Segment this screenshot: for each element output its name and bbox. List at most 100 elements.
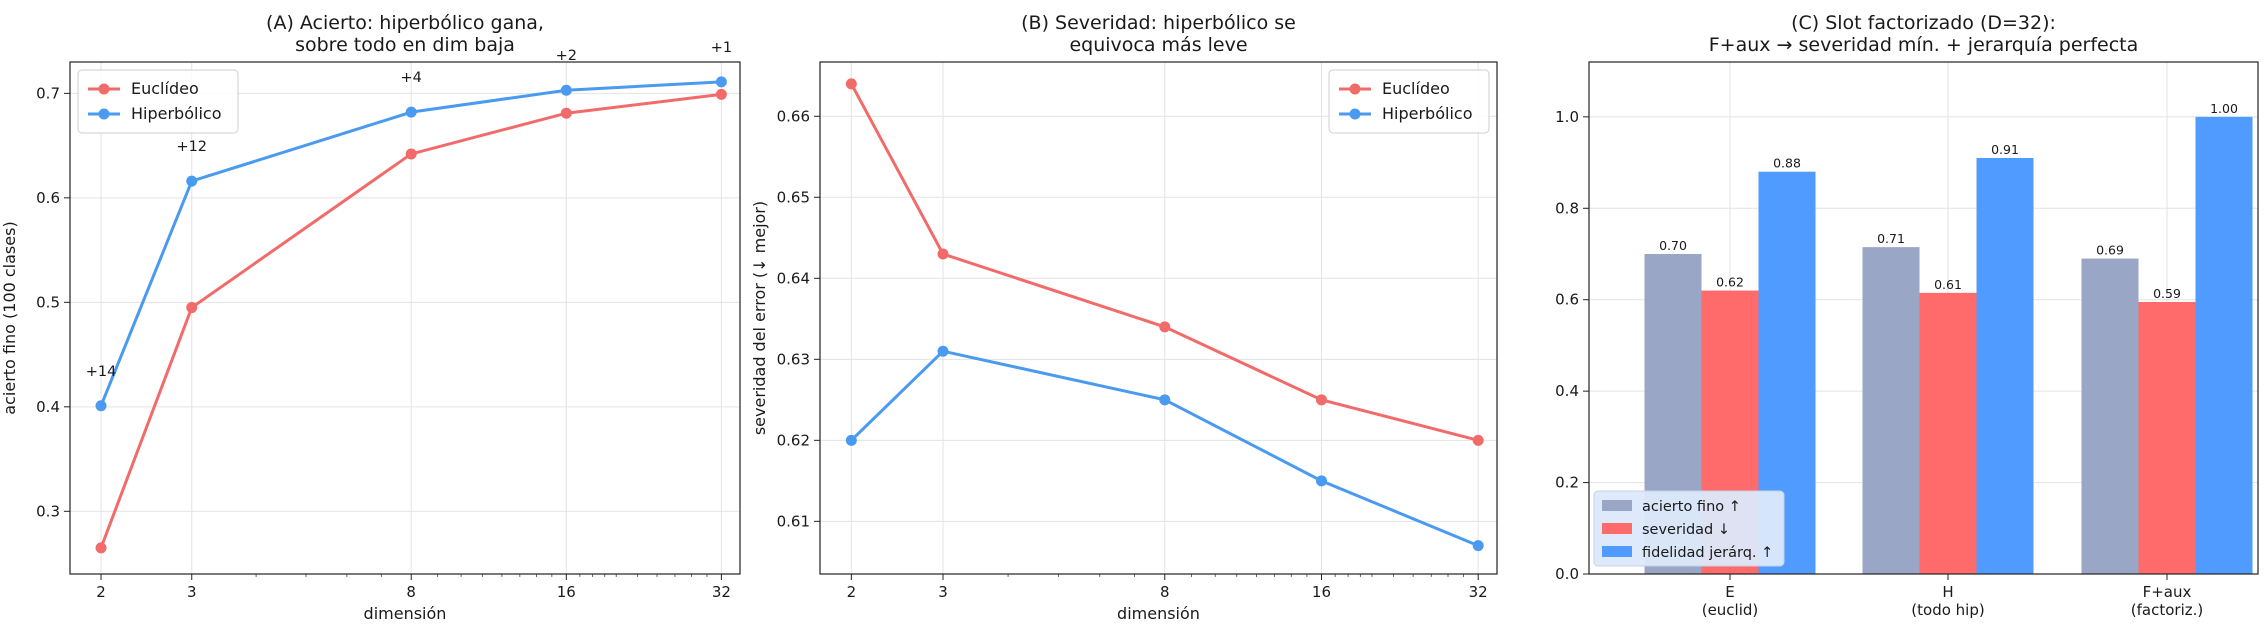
legend-label: Euclídeo — [131, 79, 199, 98]
y-tick-label: 0.2 — [1555, 474, 1579, 492]
y-tick-label: 0.66 — [777, 107, 810, 125]
gain-annotation: +4 — [401, 70, 422, 86]
legend-swatch — [1602, 500, 1632, 511]
x-tick-label: 16 — [557, 583, 576, 601]
y-axis-label: severidad del error (↓ mejor) — [750, 201, 769, 435]
legend-marker — [1349, 108, 1361, 120]
y-tick-label: 0.65 — [777, 188, 810, 206]
data-point — [845, 78, 857, 90]
legend-marker — [98, 83, 110, 95]
y-tick-label: 1.0 — [1555, 108, 1579, 126]
bar — [1976, 158, 2034, 574]
plot-frame-1 — [819, 61, 1498, 575]
bar-value-label: 0.88 — [1773, 156, 1801, 171]
gain-annotation: +14 — [86, 364, 117, 380]
bar-value-label: 0.91 — [1991, 142, 2019, 157]
legend-box — [77, 69, 239, 134]
legend-label: fidelidad jerárq. ↑ — [1642, 545, 1773, 561]
data-point — [95, 542, 107, 554]
data-point — [937, 345, 949, 357]
legend-marker — [98, 108, 110, 120]
data-point — [1159, 321, 1171, 333]
y-tick-label: 0.6 — [36, 189, 60, 207]
legend-swatch — [1602, 546, 1632, 557]
plot-frame-2 — [1588, 61, 2259, 575]
y-tick-label: 0.62 — [777, 431, 810, 449]
data-point — [186, 175, 198, 187]
y-tick-label: 0.4 — [36, 398, 60, 416]
gain-annotation: +1 — [711, 40, 732, 56]
y-axis-label: acierto fino (100 clases) — [0, 221, 19, 414]
y-tick-label: 0.8 — [1555, 199, 1579, 217]
bar-value-label: 0.71 — [1877, 231, 1905, 246]
bar — [2081, 258, 2139, 574]
x-tick-label: 8 — [406, 583, 416, 601]
y-tick-label: 0.63 — [777, 350, 810, 368]
bar-value-label: 0.59 — [2153, 286, 2181, 301]
data-point — [1315, 394, 1327, 406]
y-tick-label: 0.64 — [777, 269, 810, 287]
x-tick-label: (factoriz.) — [2131, 601, 2203, 619]
chart-title-1-line-1: equivoca más leve — [1069, 34, 1247, 56]
data-point — [560, 107, 572, 119]
x-tick-label: 2 — [847, 583, 857, 601]
data-point — [1315, 475, 1327, 487]
data-point — [937, 248, 949, 260]
chart-title-0-line-1: sobre todo en dim baja — [295, 34, 515, 56]
chart-title-2-line-0: (C) Slot factorizado (D=32): — [1791, 12, 2056, 34]
plot-frame-0 — [69, 61, 741, 575]
gain-annotation: +12 — [176, 139, 207, 155]
x-tick-label: 32 — [1469, 583, 1488, 601]
y-tick-label: 0.0 — [1555, 565, 1579, 583]
x-axis-label: dimensión — [364, 604, 447, 623]
chart-title-2-line-1: F+aux → severidad mín. + jerarquía perfe… — [1709, 34, 2139, 56]
bar-value-label: 1.00 — [2210, 101, 2238, 116]
x-tick-label: E — [1725, 583, 1734, 601]
x-tick-label: 16 — [1312, 583, 1331, 601]
y-tick-label: 0.61 — [777, 512, 810, 530]
bar — [2195, 116, 2253, 574]
data-point — [560, 84, 572, 96]
data-point — [715, 88, 727, 100]
data-point — [715, 76, 727, 88]
legend-box — [1328, 69, 1490, 134]
chart-title-1-line-0: (B) Severidad: hiperbólico se — [1021, 12, 1296, 34]
y-tick-label: 0.6 — [1555, 291, 1579, 309]
legend-swatch — [1602, 523, 1632, 534]
legend-label: Euclídeo — [1382, 79, 1450, 98]
bar-value-label: 0.69 — [2096, 243, 2124, 258]
y-tick-label: 0.4 — [1555, 382, 1579, 400]
x-tick-label: F+aux — [2143, 583, 2192, 601]
legend-label: acierto fino ↑ — [1642, 499, 1741, 515]
x-tick-label: 8 — [1160, 583, 1170, 601]
bar — [1862, 247, 1920, 574]
y-tick-label: 0.7 — [36, 84, 60, 102]
data-point — [405, 148, 417, 160]
x-tick-label: 32 — [712, 583, 731, 601]
legend-label: Hiperbólico — [1382, 104, 1472, 123]
y-tick-label: 0.3 — [36, 502, 60, 520]
legend-label: severidad ↓ — [1642, 522, 1730, 538]
y-tick-label: 0.5 — [36, 293, 60, 311]
bar-value-label: 0.62 — [1716, 275, 1744, 290]
data-point — [845, 434, 857, 446]
chart-title-0-line-0: (A) Acierto: hiperbólico gana, — [266, 12, 544, 34]
bar — [1919, 292, 1977, 574]
x-tick-label: 2 — [96, 583, 106, 601]
bar-value-label: 0.70 — [1659, 238, 1687, 253]
x-tick-label: 3 — [187, 583, 197, 601]
legend-label: Hiperbólico — [131, 104, 221, 123]
x-tick-label: 3 — [938, 583, 948, 601]
x-axis-label: dimensión — [1117, 604, 1200, 623]
x-tick-label: (todo hip) — [1911, 601, 1984, 619]
data-point — [1472, 434, 1484, 446]
data-point — [186, 302, 198, 314]
data-point — [1159, 394, 1171, 406]
gain-annotation: +2 — [556, 48, 577, 64]
data-point — [405, 106, 417, 118]
x-tick-label: (euclid) — [1702, 601, 1759, 619]
bar — [2138, 302, 2196, 574]
bar-value-label: 0.61 — [1934, 277, 1962, 292]
legend-marker — [1349, 83, 1361, 95]
